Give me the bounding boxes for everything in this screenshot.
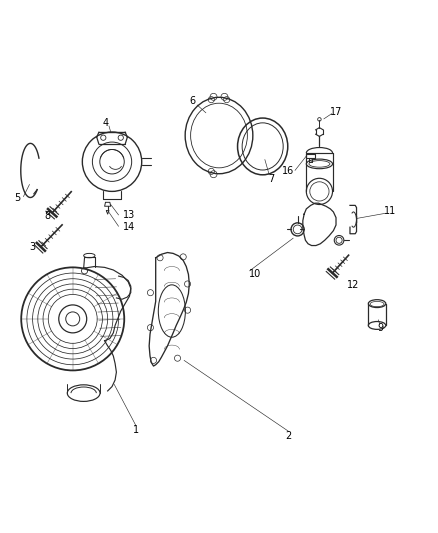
Text: 11: 11	[384, 206, 396, 216]
Text: 10: 10	[249, 269, 261, 279]
Text: 17: 17	[330, 107, 342, 117]
Text: 6: 6	[190, 96, 196, 107]
Text: 5: 5	[14, 192, 21, 203]
Text: 2: 2	[286, 431, 292, 441]
Text: 16: 16	[282, 166, 294, 176]
Text: 12: 12	[347, 280, 360, 290]
Text: 4: 4	[102, 118, 109, 128]
Text: 9: 9	[378, 324, 384, 334]
Text: 1: 1	[133, 425, 139, 435]
Text: 7: 7	[268, 174, 275, 184]
Text: 14: 14	[124, 222, 136, 232]
Text: 13: 13	[124, 210, 136, 220]
Text: 3: 3	[29, 242, 35, 252]
Text: 8: 8	[45, 211, 51, 221]
